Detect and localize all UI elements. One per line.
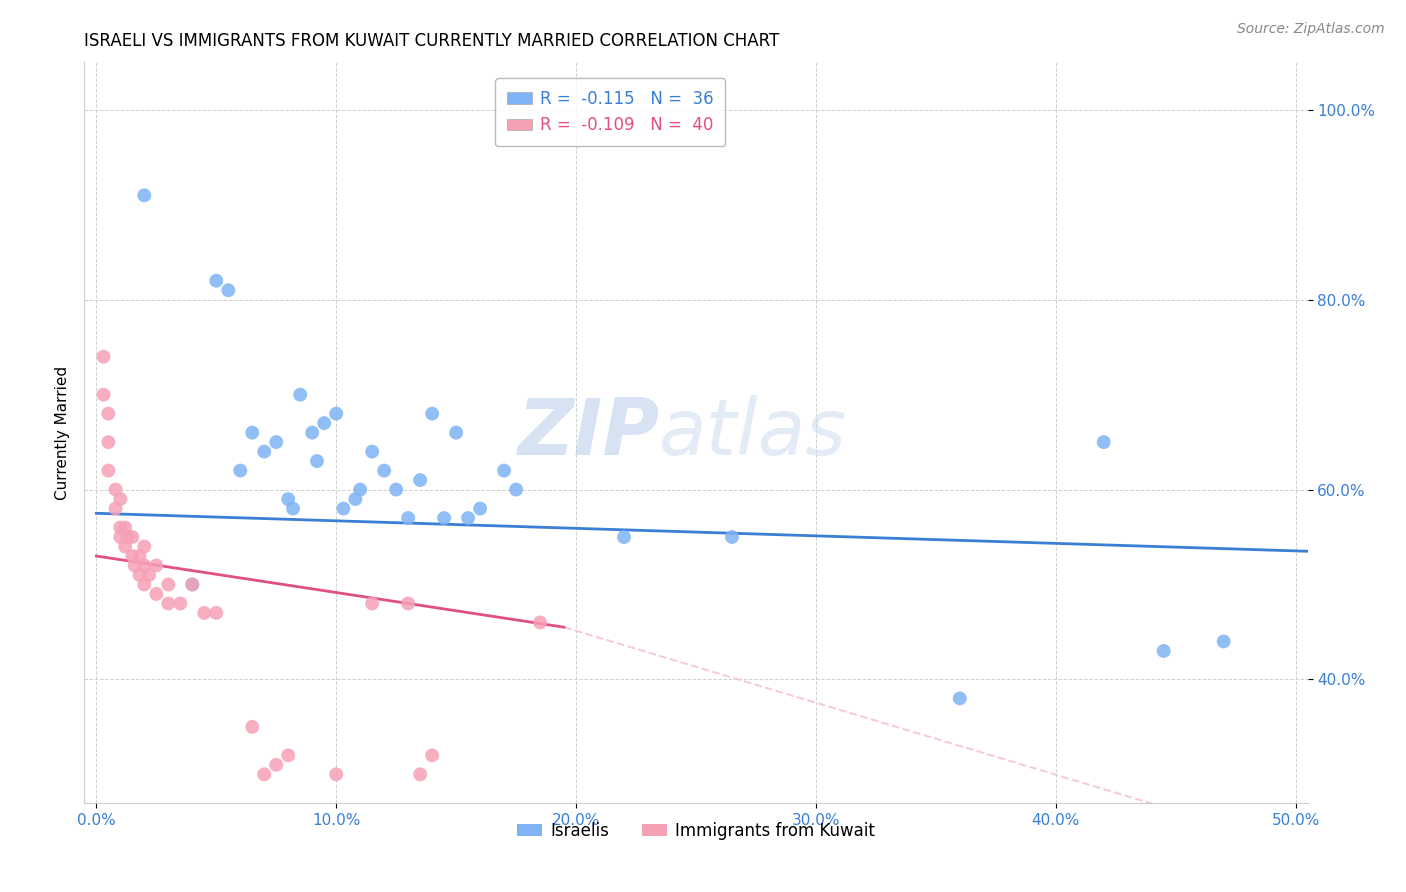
Point [1153, 644, 1175, 658]
Point [128, 568, 150, 582]
Point [145, 587, 167, 601]
Y-axis label: Currently Married: Currently Married [55, 366, 70, 500]
Point [361, 444, 384, 458]
Point [325, 407, 347, 421]
Point [181, 577, 204, 591]
Point [193, 606, 215, 620]
Point [104, 483, 127, 497]
Point [444, 425, 467, 440]
Point [134, 558, 156, 573]
Point [124, 558, 146, 573]
Point [110, 520, 132, 534]
Point [205, 606, 228, 620]
Point [301, 425, 323, 440]
Point [97, 464, 120, 478]
Point [949, 691, 972, 706]
Point [277, 748, 299, 763]
Point [157, 597, 180, 611]
Point [314, 416, 336, 430]
Point [344, 491, 367, 506]
Text: Source: ZipAtlas.com: Source: ZipAtlas.com [1237, 22, 1385, 37]
Text: ISRAELI VS IMMIGRANTS FROM KUWAIT CURRENTLY MARRIED CORRELATION CHART: ISRAELI VS IMMIGRANTS FROM KUWAIT CURREN… [84, 32, 779, 50]
Point [114, 520, 136, 534]
Point [373, 464, 395, 478]
Point [169, 597, 191, 611]
Point [468, 501, 491, 516]
Point [181, 577, 204, 591]
Point [290, 387, 312, 401]
Point [240, 425, 263, 440]
Point [325, 767, 347, 781]
Point [409, 767, 432, 781]
Point [93, 350, 115, 364]
Point [205, 274, 228, 288]
Point [240, 720, 263, 734]
Point [157, 577, 180, 591]
Point [277, 491, 299, 506]
Point [145, 558, 167, 573]
Point [134, 540, 156, 554]
Text: ZIP: ZIP [517, 394, 659, 471]
Legend: Israelis, Immigrants from Kuwait: Israelis, Immigrants from Kuwait [510, 815, 882, 847]
Point [97, 435, 120, 450]
Point [420, 407, 443, 421]
Point [361, 597, 384, 611]
Point [396, 511, 419, 525]
Point [134, 577, 156, 591]
Point [217, 283, 239, 297]
Point [433, 511, 456, 525]
Point [305, 454, 328, 468]
Point [229, 464, 252, 478]
Point [138, 568, 160, 582]
Point [93, 387, 115, 401]
Point [457, 511, 479, 525]
Point [721, 530, 744, 544]
Point [613, 530, 636, 544]
Text: atlas: atlas [659, 394, 848, 471]
Point [420, 748, 443, 763]
Point [134, 188, 156, 202]
Point [494, 464, 516, 478]
Point [281, 501, 304, 516]
Point [128, 549, 150, 563]
Point [1092, 435, 1115, 450]
Point [409, 473, 432, 487]
Point [349, 483, 371, 497]
Point [264, 435, 287, 450]
Point [264, 757, 287, 772]
Point [1212, 634, 1234, 648]
Point [253, 767, 276, 781]
Point [110, 491, 132, 506]
Point [121, 549, 143, 563]
Point [114, 540, 136, 554]
Point [529, 615, 551, 630]
Point [385, 483, 408, 497]
Point [97, 407, 120, 421]
Point [117, 530, 139, 544]
Point [505, 483, 527, 497]
Point [104, 501, 127, 516]
Point [332, 501, 354, 516]
Point [253, 444, 276, 458]
Point [396, 597, 419, 611]
Point [110, 530, 132, 544]
Point [121, 530, 143, 544]
